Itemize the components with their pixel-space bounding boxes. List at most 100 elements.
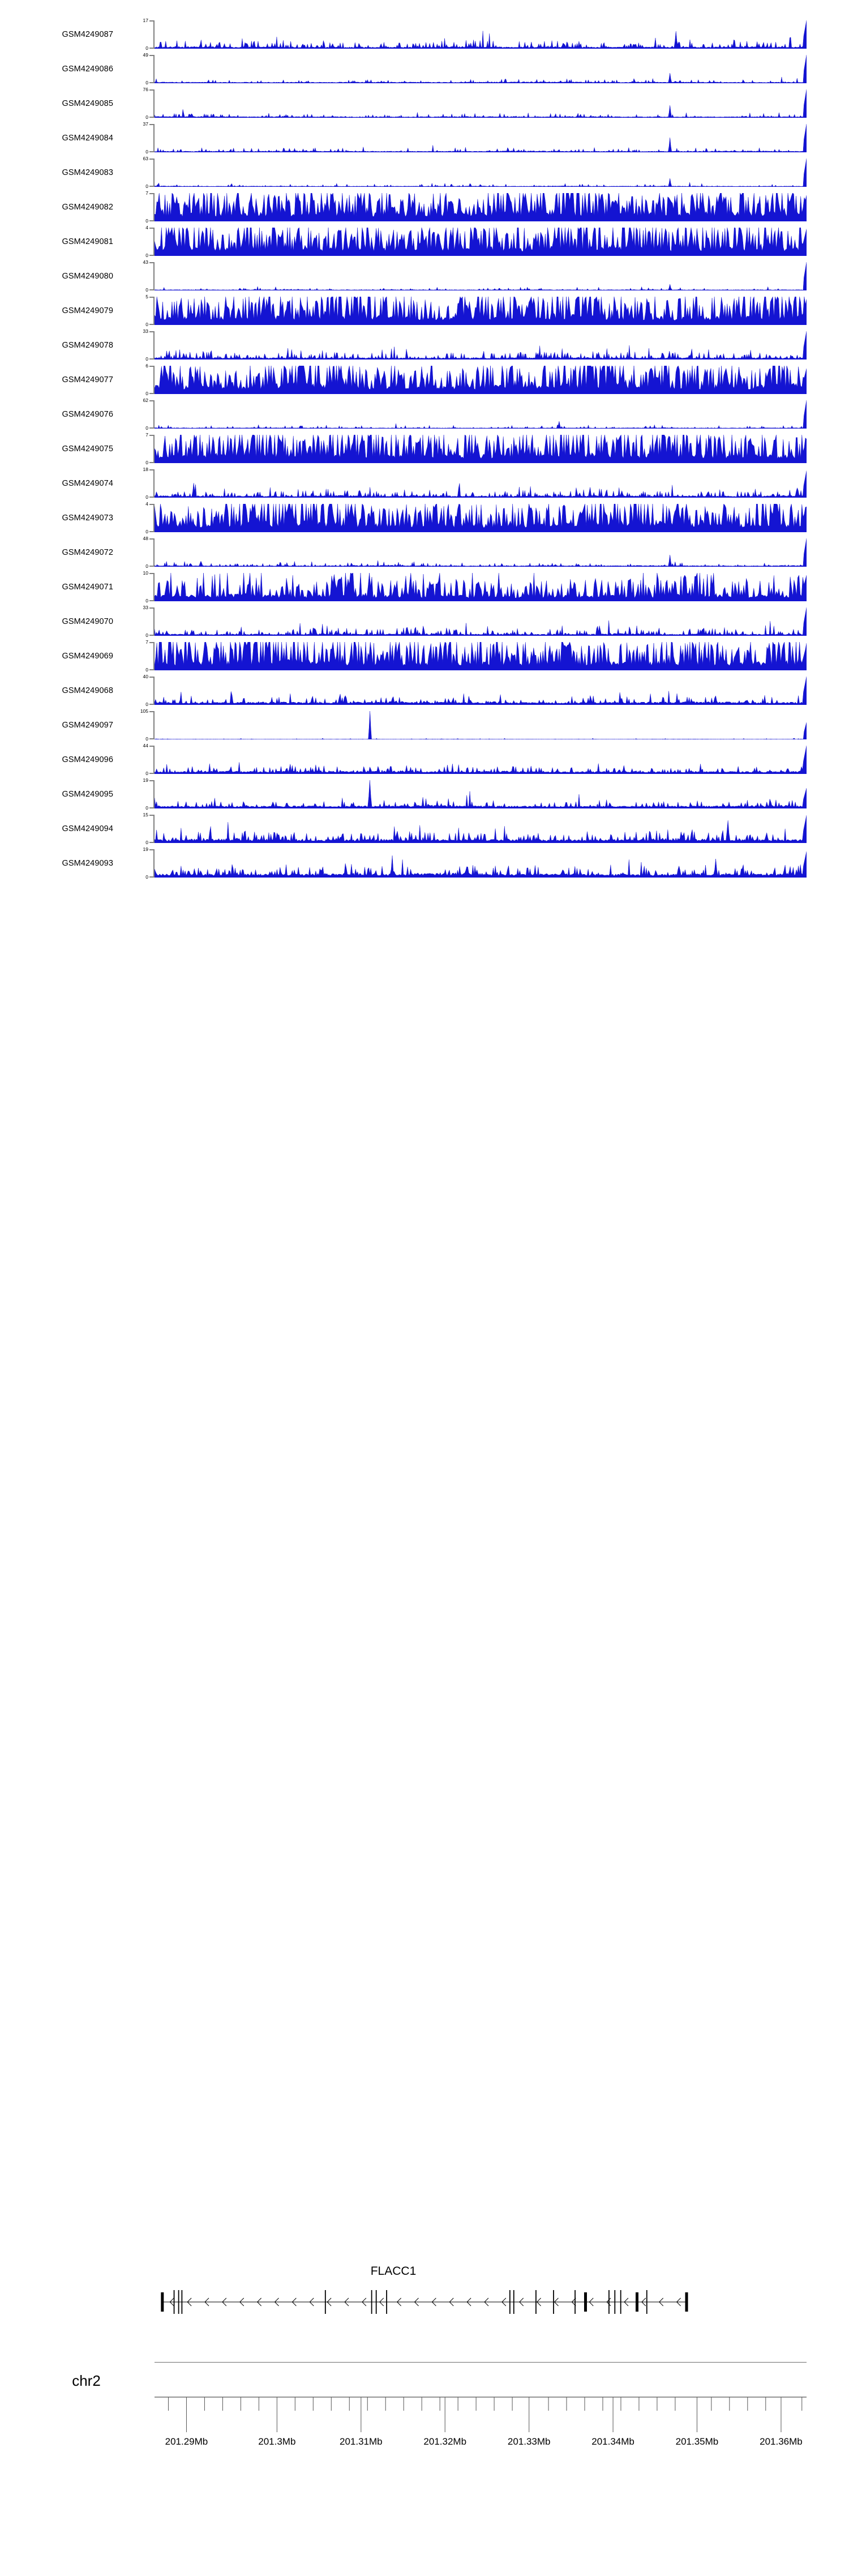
y-axis-tick-max xyxy=(149,469,155,470)
track-coverage-plot xyxy=(155,297,807,325)
gene-strand-arrow-icon xyxy=(414,2297,419,2307)
coverage-track: GSM4249074 18 0 xyxy=(0,466,849,500)
track-sample-label: GSM4249095 xyxy=(62,789,113,799)
y-axis-min-value: 0 xyxy=(145,771,148,776)
y-axis-tick-min xyxy=(149,566,155,567)
y-axis-tick-max xyxy=(149,400,155,401)
y-axis-tick-max xyxy=(149,193,155,194)
y-axis-min-value: 0 xyxy=(145,149,148,155)
track-sample-label: GSM4249073 xyxy=(62,513,113,523)
y-axis-tick-max xyxy=(149,746,155,747)
gene-strand-arrow-icon xyxy=(519,2297,524,2307)
coverage-track: GSM4249079 5 0 xyxy=(0,293,849,328)
coverage-track: GSM4249094 15 0 xyxy=(0,811,849,846)
axis-tick-label: 201.31Mb xyxy=(340,2436,383,2447)
y-axis-max-value: 15 xyxy=(143,812,148,818)
chromosome-axis-panel: chr2 201.29Mb 201.3Mb 201.31Mb 201.32Mb 201.… xyxy=(0,2350,849,2463)
gene-strand-arrow-icon xyxy=(589,2297,594,2307)
y-axis-max-value: 19 xyxy=(143,777,148,783)
y-axis-max-value: 19 xyxy=(143,846,148,852)
axis-tick-label: 201.34Mb xyxy=(591,2436,634,2447)
y-axis-max-value: 62 xyxy=(143,397,148,403)
y-axis-tick-max xyxy=(149,780,155,781)
track-y-axis: 105 0 xyxy=(122,708,155,742)
track-sample-label: GSM4249094 xyxy=(62,824,113,833)
y-axis-min-value: 0 xyxy=(145,667,148,673)
coverage-track: GSM4249095 19 0 xyxy=(0,777,849,811)
y-axis-tick-max xyxy=(149,297,155,298)
y-axis-tick-max xyxy=(149,711,155,712)
track-sample-label: GSM4249074 xyxy=(62,478,113,488)
y-axis-min-value: 0 xyxy=(145,563,148,569)
y-axis-line xyxy=(153,20,155,49)
track-sample-label: GSM4249081 xyxy=(62,237,113,246)
track-y-axis: 19 0 xyxy=(122,846,155,880)
coverage-track: GSM4249087 17 0 xyxy=(0,17,849,52)
gene-exon xyxy=(386,2290,388,2314)
gene-strand-arrow-icon xyxy=(327,2297,332,2307)
coverage-track: GSM4249093 19 0 xyxy=(0,846,849,880)
gene-strand-arrow-icon xyxy=(239,2297,245,2307)
gene-strand-arrow-icon xyxy=(256,2297,261,2307)
gene-strand-arrow-icon xyxy=(187,2297,192,2307)
track-sample-label: GSM4249075 xyxy=(62,444,113,453)
gene-model-graphic xyxy=(161,2290,688,2314)
y-axis-line xyxy=(153,262,155,290)
gene-exon xyxy=(181,2290,183,2314)
track-sample-label: GSM4249072 xyxy=(62,547,113,557)
y-axis-tick-min xyxy=(149,151,155,152)
y-axis-tick-min xyxy=(149,117,155,118)
y-axis-line xyxy=(153,159,155,187)
coverage-track: GSM4249076 62 0 xyxy=(0,397,849,431)
gene-exon xyxy=(620,2290,621,2314)
gene-strand-arrow-icon xyxy=(344,2297,349,2307)
gene-name-text: FLACC1 xyxy=(370,2265,417,2278)
track-y-axis: 76 0 xyxy=(122,86,155,121)
y-axis-min-value: 0 xyxy=(145,701,148,707)
track-y-axis: 63 0 xyxy=(122,155,155,190)
track-coverage-plot xyxy=(155,607,807,636)
y-axis-tick-max xyxy=(149,55,155,56)
coverage-track: GSM4249085 76 0 xyxy=(0,86,849,121)
gene-strand-arrow-icon xyxy=(676,2297,681,2307)
y-axis-line xyxy=(153,677,155,705)
y-axis-min-value: 0 xyxy=(145,874,148,880)
y-axis-min-value: 0 xyxy=(145,287,148,293)
gene-exon xyxy=(685,2292,688,2312)
y-axis-tick-max xyxy=(149,573,155,574)
track-sample-label: GSM4249078 xyxy=(62,340,113,350)
track-y-axis: 10 0 xyxy=(122,570,155,604)
track-sample-label: GSM4249068 xyxy=(62,686,113,695)
track-coverage-plot xyxy=(155,193,807,221)
y-axis-max-value: 17 xyxy=(143,18,148,23)
gene-exon xyxy=(161,2292,164,2312)
track-coverage-plot xyxy=(155,159,807,187)
track-y-axis: 33 0 xyxy=(122,328,155,362)
axis-tick-label: 201.3Mb xyxy=(258,2436,295,2447)
track-sample-label: GSM4249080 xyxy=(62,271,113,281)
axis-tick-label: 201.29Mb xyxy=(165,2436,208,2447)
y-axis-max-value: 105 xyxy=(140,708,148,714)
gene-strand-arrow-icon xyxy=(641,2297,646,2307)
track-coverage-plot xyxy=(155,20,807,49)
y-axis-max-value: 18 xyxy=(143,467,148,472)
y-axis-tick-min xyxy=(149,82,155,83)
y-axis-line xyxy=(153,469,155,498)
y-axis-max-value: 63 xyxy=(143,156,148,161)
y-axis-line xyxy=(153,642,155,670)
coverage-track: GSM4249073 4 0 xyxy=(0,500,849,535)
gene-exon xyxy=(574,2290,576,2314)
track-sample-label: GSM4249071 xyxy=(62,582,113,592)
track-coverage-plot xyxy=(155,262,807,290)
gene-strand-arrow-icon xyxy=(431,2297,436,2307)
y-axis-line xyxy=(153,711,155,739)
y-axis-max-value: 48 xyxy=(143,536,148,541)
track-y-axis: 15 0 xyxy=(122,811,155,846)
y-axis-max-value: 7 xyxy=(145,639,148,645)
y-axis-tick-max xyxy=(149,159,155,160)
y-axis-tick-max xyxy=(149,228,155,229)
